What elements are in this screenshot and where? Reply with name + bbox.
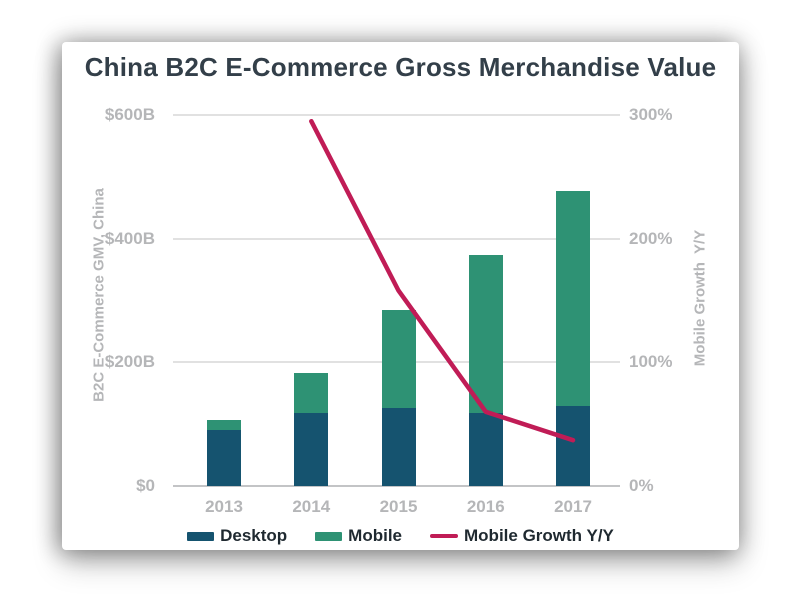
bar-segment-mobile-2014 [294,372,329,414]
legend-swatch-icon [430,534,459,538]
legend: Desktop Mobile Mobile Growth Y/Y [62,525,739,547]
x-axis-line [173,485,620,487]
bar-2017 [556,191,590,486]
left-axis-tick: $200B [104,352,155,372]
bar-segment-mobile-2016 [468,255,503,414]
left-axis-tick-labels: $0 $200B $400B $600B [62,105,165,495]
slide-card: China B2C E-Commerce Gross Merchandise V… [62,42,739,550]
bar-2014 [294,372,329,486]
gridline [173,237,620,240]
left-axis-tick: $600B [104,105,155,124]
left-axis-tick: $0 [136,476,155,495]
right-axis-tick-labels: 0% 100% 200% 300% [629,105,719,495]
legend-swatch-icon [187,531,215,541]
bar-2016 [468,255,503,486]
right-axis-tick: 0% [629,476,654,495]
left-axis-tick: $400B [104,228,155,248]
legend-item-mobile: Mobile [315,526,402,546]
chart-title: China B2C E-Commerce Gross Merchandise V… [84,52,717,82]
legend-label: Mobile [348,526,403,545]
right-axis-tick: 200% [629,228,673,248]
bar-segment-desktop-2017 [556,406,590,486]
x-axis-labels: 2013 2014 2015 2016 2017 [175,497,617,519]
bar-segment-mobile-2013 [207,419,241,431]
legend-item-mobile-growth-y-y: Mobile Growth Y/Y [430,526,614,546]
legend-item-desktop: Desktop [187,526,287,546]
x-axis-label-2015: 2015 [379,497,418,516]
bar-2015 [381,310,416,486]
x-axis-label-2013: 2013 [205,497,243,516]
right-axis-tick: 100% [629,352,673,372]
bar-segment-desktop-2014 [294,413,329,486]
bar-segment-desktop-2016 [468,413,503,486]
bar-segment-mobile-2015 [381,310,416,409]
x-axis-label-2017: 2017 [554,497,592,516]
legend-label: Mobile Growth Y/Y [464,526,614,545]
bar-segment-desktop-2015 [381,408,416,486]
right-axis-tick: 300% [629,105,673,124]
mobile-growth-line [309,118,576,443]
bar-segment-desktop-2013 [207,430,241,486]
plot-area [173,114,620,487]
bar-2013 [207,419,241,486]
x-axis-label-2014: 2014 [292,497,331,516]
legend-swatch-icon [315,531,343,541]
legend-label: Desktop [220,526,288,545]
bar-segment-mobile-2017 [556,191,590,407]
gridline [173,114,620,116]
x-axis-label-2016: 2016 [466,497,505,516]
